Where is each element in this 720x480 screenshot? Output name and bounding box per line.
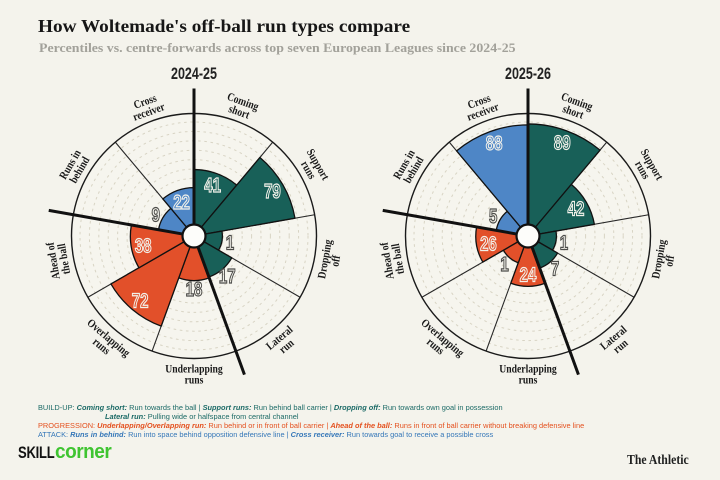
svg-text:18: 18: [186, 278, 203, 301]
svg-text:42: 42: [568, 197, 585, 220]
svg-text:7: 7: [551, 257, 559, 280]
svg-text:89: 89: [554, 131, 571, 154]
svg-text:5: 5: [489, 205, 497, 228]
svg-text:9: 9: [152, 203, 160, 226]
svg-text:17: 17: [219, 265, 236, 288]
svg-text:79: 79: [264, 180, 281, 203]
svg-text:Underlapping: Underlapping: [165, 364, 223, 376]
svg-text:72: 72: [132, 289, 149, 312]
svg-text:24: 24: [520, 263, 537, 286]
svg-text:1: 1: [560, 232, 568, 255]
svg-text:38: 38: [135, 234, 152, 257]
svg-text:26: 26: [480, 232, 497, 255]
svg-text:the ball: the ball: [56, 243, 73, 275]
svg-text:off: off: [664, 254, 678, 268]
svg-text:1: 1: [226, 232, 234, 255]
svg-text:Underlapping: Underlapping: [499, 364, 557, 376]
svg-text:runs: runs: [519, 375, 538, 387]
svg-text:runs: runs: [185, 375, 204, 387]
svg-text:1: 1: [500, 253, 508, 276]
svg-text:off: off: [330, 254, 344, 268]
svg-text:41: 41: [204, 174, 221, 197]
svg-text:the ball: the ball: [390, 243, 407, 275]
svg-text:88: 88: [486, 132, 503, 155]
svg-text:22: 22: [173, 191, 190, 214]
